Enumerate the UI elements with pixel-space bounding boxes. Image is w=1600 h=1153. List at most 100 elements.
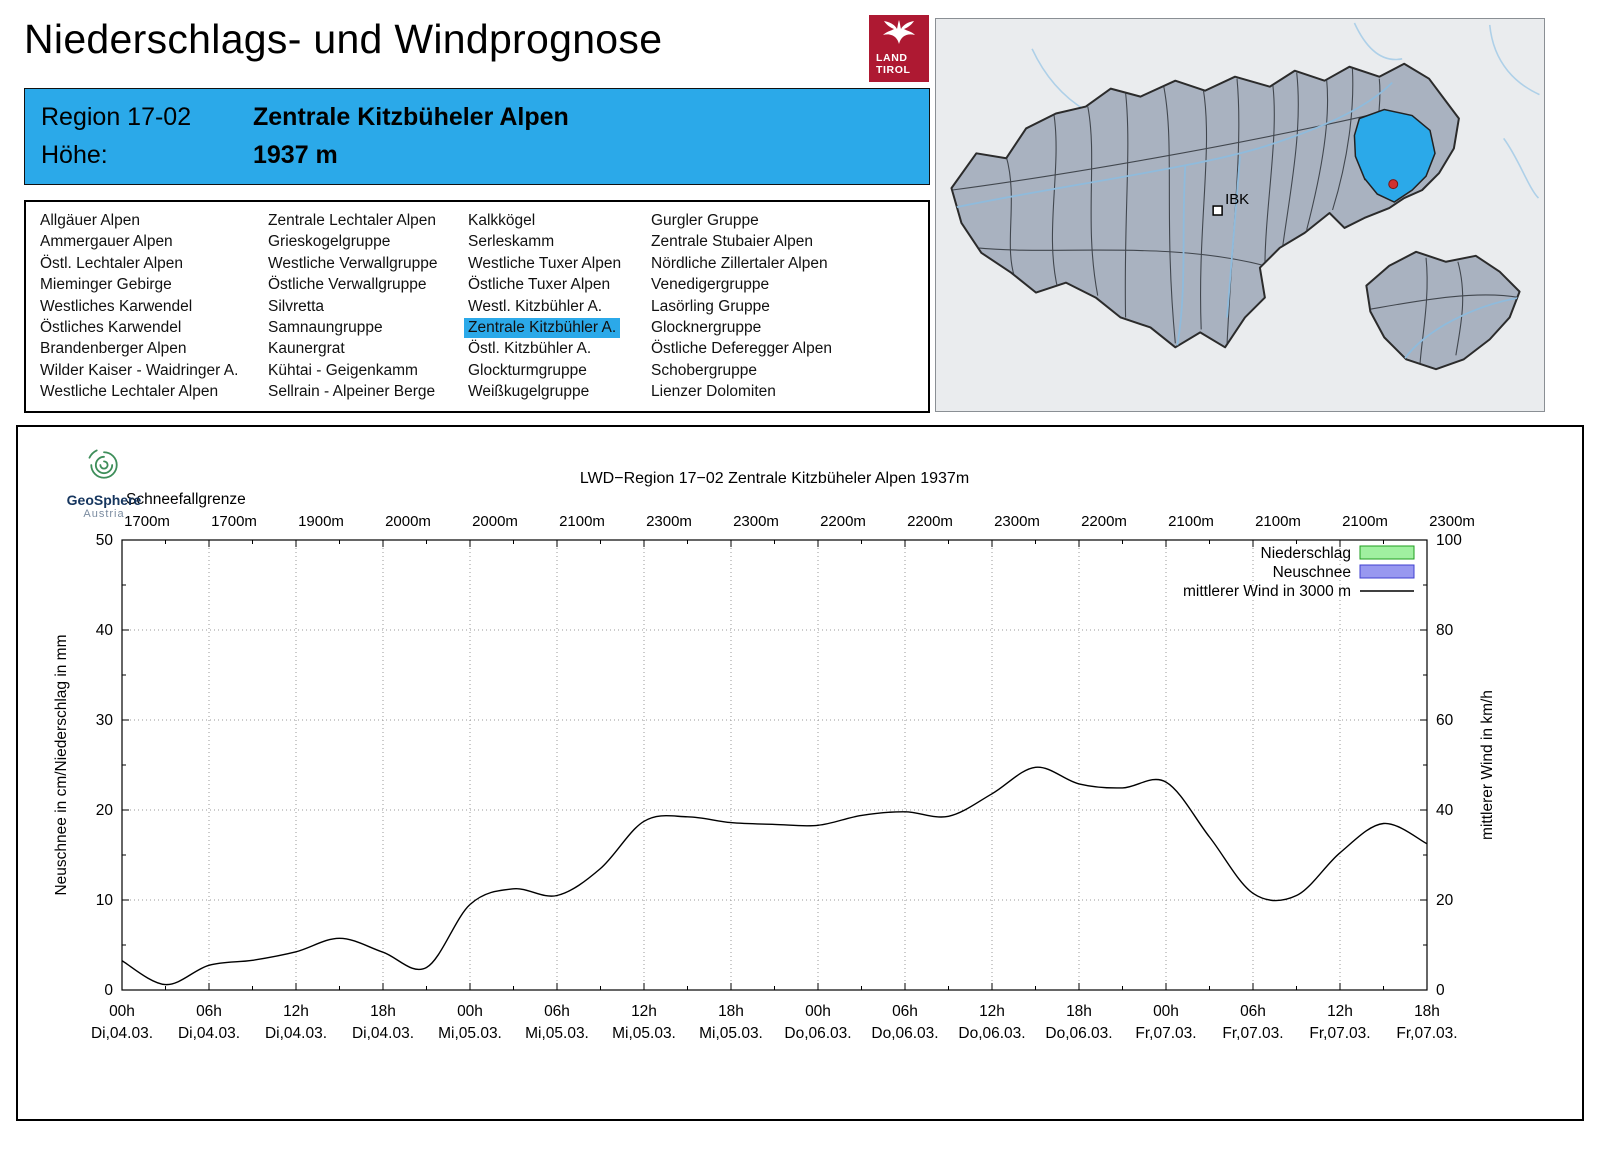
region-list-item[interactable]: Zentrale Stubaier Alpen: [651, 233, 813, 251]
region-name: Zentrale Kitzbüheler Alpen: [253, 102, 569, 131]
region-list-item[interactable]: Gurgler Gruppe: [651, 212, 759, 229]
region-list-item[interactable]: Glocknergruppe: [651, 318, 762, 336]
region-list-item[interactable]: Westliche Verwallgruppe: [268, 254, 438, 272]
region-list-item[interactable]: Sellrain - Alpeiner Berge: [268, 383, 436, 400]
svg-text:0: 0: [104, 982, 113, 999]
north-tirol-region[interactable]: [950, 62, 1460, 349]
region-list-item[interactable]: Kaunergrat: [268, 340, 345, 358]
region-list-item[interactable]: Wilder Kaiser - Waidringer A.: [40, 361, 239, 379]
region-list-item[interactable]: Östl. Lechtaler Alpen: [40, 254, 184, 272]
selected-region-shape[interactable]: [1353, 108, 1436, 203]
region-list-item[interactable]: Glockturmgruppe: [468, 361, 587, 379]
region-list-item-selected[interactable]: Zentrale Kitzbühler A.: [464, 317, 621, 338]
region-list-item[interactable]: Östliche Verwallgruppe: [268, 276, 427, 294]
svg-text:80: 80: [1436, 622, 1454, 639]
svg-text:Mi,05.03.: Mi,05.03.: [699, 1025, 763, 1042]
svg-text:2200m: 2200m: [907, 513, 953, 530]
svg-text:50: 50: [96, 532, 114, 549]
region-list-item[interactable]: Allgäuer Alpen: [40, 212, 140, 229]
y-right-axis-title: mittlerer Wind in km/h: [1479, 690, 1496, 840]
region-list-item[interactable]: Schobergruppe: [651, 361, 757, 379]
svg-text:Di,04.03.: Di,04.03.: [178, 1025, 240, 1042]
svg-text:1700m: 1700m: [124, 513, 170, 530]
region-list-item[interactable]: Samnaungruppe: [268, 318, 383, 336]
svg-text:Di,04.03.: Di,04.03.: [352, 1025, 414, 1042]
region-list-item[interactable]: Serleskamm: [468, 233, 555, 251]
svg-text:18h: 18h: [1414, 1003, 1440, 1020]
region-list-item[interactable]: Westl. Kitzbühler A.: [468, 297, 603, 315]
svg-text:00h: 00h: [805, 1003, 831, 1020]
svg-text:00h: 00h: [1153, 1003, 1179, 1020]
svg-text:2100m: 2100m: [1168, 513, 1214, 530]
y-left-tick-labels: 0 10 20 30 40 50: [96, 532, 114, 999]
region-list-item[interactable]: Kalkkögel: [468, 212, 536, 229]
region-list-item[interactable]: Östliche Deferegger Alpen: [651, 340, 832, 358]
outside-river-lines: [1031, 22, 1540, 199]
y-right-tick-labels: 0 20 40 60 80 100: [1436, 532, 1462, 999]
svg-text:12h: 12h: [631, 1003, 657, 1020]
region-list-item[interactable]: Zentrale Lechtaler Alpen: [268, 212, 437, 229]
svg-text:1900m: 1900m: [298, 513, 344, 530]
region-label: Region 17-02: [41, 102, 192, 131]
svg-text:10: 10: [96, 892, 114, 909]
svg-text:00h: 00h: [457, 1003, 483, 1020]
svg-text:30: 30: [96, 712, 114, 729]
geosphere-country: Austria: [83, 508, 125, 520]
region-list-column: Zentrale Lechtaler Alpen Grieskogelgruppe…: [264, 211, 464, 402]
region-list-item[interactable]: Ammergauer Alpen: [40, 233, 173, 251]
svg-text:06h: 06h: [544, 1003, 570, 1020]
tirol-logo-text: LAND TIROL: [876, 52, 911, 76]
region-list-item[interactable]: Mieminger Gebirge: [40, 276, 172, 294]
altitude-label: Höhe:: [41, 141, 108, 170]
region-list-item[interactable]: Kühtai - Geigenkamm: [268, 361, 418, 379]
svg-text:18h: 18h: [370, 1003, 396, 1020]
svg-text:2000m: 2000m: [385, 513, 431, 530]
region-list-item[interactable]: Lasörling Gruppe: [651, 297, 770, 315]
region-list-column: Allgäuer Alpen Ammergauer Alpen Östl. Lech…: [36, 211, 264, 402]
snowline-label: Schneefallgrenze: [126, 491, 246, 508]
svg-text:1700m: 1700m: [211, 513, 257, 530]
region-list-item[interactable]: Grieskogelgruppe: [268, 233, 391, 251]
region-list-item[interactable]: Östl. Kitzbühler A.: [468, 340, 592, 358]
region-list-item[interactable]: Westliches Karwendel: [40, 297, 193, 315]
svg-text:2300m: 2300m: [994, 513, 1040, 530]
svg-text:2300m: 2300m: [1429, 513, 1475, 530]
svg-text:Do,06.03.: Do,06.03.: [958, 1025, 1025, 1042]
region-list-item[interactable]: Lienzer Dolomiten: [651, 383, 776, 400]
region-list-item[interactable]: Silvretta: [268, 297, 324, 315]
svg-text:40: 40: [96, 622, 114, 639]
svg-text:06h: 06h: [196, 1003, 222, 1020]
plot-frame: [121, 539, 1428, 991]
region-list-item[interactable]: Westliche Lechtaler Alpen: [40, 383, 219, 400]
svg-text:Mi,05.03.: Mi,05.03.: [525, 1025, 589, 1042]
snowline-values: 1700m 1700m 1900m 2000m 2000m 2100m 2300m 2300m…: [124, 513, 1475, 530]
svg-text:06h: 06h: [892, 1003, 918, 1020]
geosphere-name: GeoSphere: [66, 492, 142, 508]
region-list-item[interactable]: Östliches Karwendel: [40, 318, 182, 336]
region-list-item[interactable]: Brandenberger Alpen: [40, 340, 187, 358]
svg-text:Neuschnee: Neuschnee: [1273, 564, 1351, 581]
wind-line: [121, 766, 1428, 986]
svg-text:100: 100: [1436, 532, 1462, 549]
ibk-marker: [1212, 205, 1223, 216]
region-list-item[interactable]: Nördliche Zillertaler Alpen: [651, 254, 828, 272]
region-list-column: Kalkkögel Serleskamm Westliche Tuxer Alpen…: [464, 211, 647, 402]
svg-text:2100m: 2100m: [1342, 513, 1388, 530]
svg-text:Do,06.03.: Do,06.03.: [1045, 1025, 1112, 1042]
tirol-map[interactable]: IBK: [935, 18, 1545, 412]
region-list-item[interactable]: Östliche Tuxer Alpen: [468, 276, 611, 294]
east-tirol-region[interactable]: [1365, 250, 1521, 371]
legend: Niederschlag Neuschnee mittlerer Wind in 3…: [1183, 545, 1415, 600]
region-list-item[interactable]: Weißkugelgruppe: [468, 383, 590, 400]
axis-ticks: [121, 539, 1428, 991]
region-list-item[interactable]: Westliche Tuxer Alpen: [468, 254, 622, 272]
region-list-item[interactable]: Venedigergruppe: [651, 276, 770, 294]
page-title: Niederschlags- und Windprognose: [24, 16, 663, 62]
svg-text:mittlerer Wind in 3000 m: mittlerer Wind in 3000 m: [1183, 583, 1351, 600]
east-tirol-borders: [1368, 257, 1520, 364]
svg-text:Mi,05.03.: Mi,05.03.: [612, 1025, 676, 1042]
svg-text:Fr,07.03.: Fr,07.03.: [1135, 1025, 1196, 1042]
svg-text:Di,04.03.: Di,04.03.: [265, 1025, 327, 1042]
region-header: Region 17-02 Zentrale Kitzbüheler Alpen …: [24, 88, 930, 185]
svg-text:Niederschlag: Niederschlag: [1261, 545, 1351, 562]
